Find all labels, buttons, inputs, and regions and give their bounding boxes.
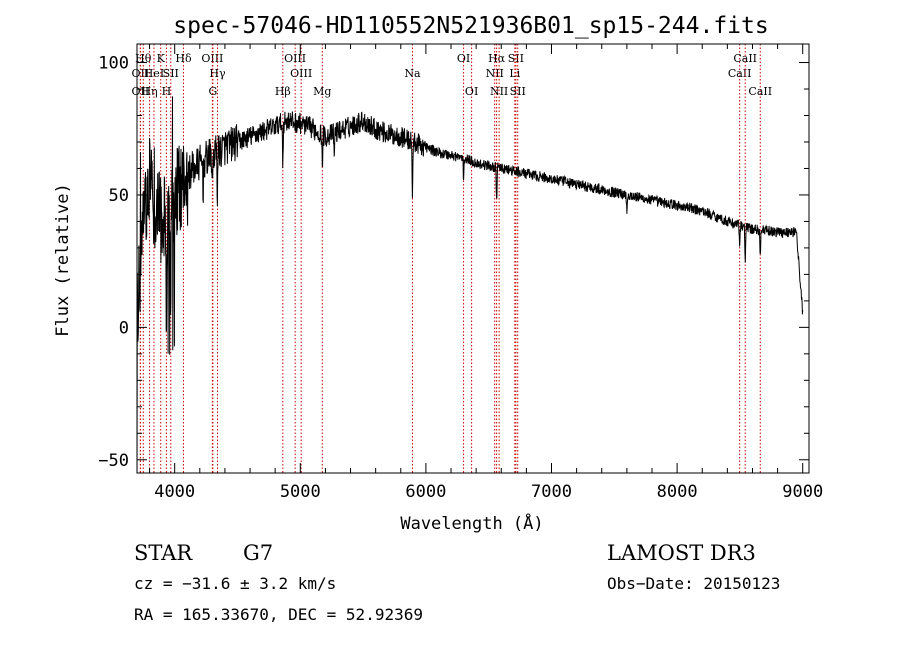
axis-ticks xyxy=(137,44,809,473)
x-tick-label: 9000 xyxy=(782,482,823,502)
obs-date: Obs−Date: 20150123 xyxy=(607,574,780,593)
line-marker-label: G xyxy=(208,85,217,98)
line-marker-label: HeI xyxy=(144,67,164,80)
line-marker-label: OI xyxy=(457,52,470,65)
line-marker-label: Na xyxy=(404,67,421,80)
x-axis-label: Wavelength (Å) xyxy=(400,512,543,534)
y-axis-label: Flux (relative) xyxy=(53,183,73,337)
line-marker-label: Li xyxy=(509,67,520,80)
line-marker-label: Hη xyxy=(141,85,157,98)
line-marker-label: OII xyxy=(132,85,150,98)
line-marker-label: NII xyxy=(490,85,508,98)
line-marker-label: NII xyxy=(486,67,504,80)
y-tick-label: 0 xyxy=(119,318,129,338)
line-marker-label: Hδ xyxy=(175,52,192,65)
chart-title: spec-57046-HD110552N521936B01_sp15-244.f… xyxy=(173,13,768,39)
line-marker-label: Hθ xyxy=(135,52,152,65)
y-tick-label: 50 xyxy=(109,186,129,206)
line-marker-label: CaII xyxy=(733,52,757,65)
line-marker-label: SII xyxy=(510,85,526,98)
line-marker-label: Hβ xyxy=(275,85,291,98)
line-marker-label: Mg xyxy=(313,85,331,98)
plot-frame xyxy=(136,43,810,474)
object-subclass: G7 xyxy=(243,541,273,565)
x-tick-label: 4000 xyxy=(154,482,195,502)
x-tick-label: 6000 xyxy=(405,482,446,502)
x-tick-label: 5000 xyxy=(280,482,321,502)
line-marker-label: OI xyxy=(465,85,478,98)
line-marker-label: OIII xyxy=(284,52,306,65)
line-marker-label: H xyxy=(162,85,172,98)
line-marker-label: Hγ xyxy=(209,67,226,80)
y-tick-label: −50 xyxy=(98,451,129,471)
x-tick-label: 7000 xyxy=(531,482,572,502)
line-marker-label: Hα xyxy=(488,52,506,65)
axis-tick-labels: 4000 5000 6000 7000 8000 9000 −50 0 50 100 xyxy=(98,54,823,502)
x-tick-label: 8000 xyxy=(657,482,698,502)
y-tick-label: 100 xyxy=(98,54,129,74)
line-marker-label: CaII xyxy=(748,85,772,98)
line-marker-label: K xyxy=(157,52,166,65)
line-marker-label: CaII xyxy=(728,67,752,80)
line-marker-label: SII xyxy=(508,52,524,65)
spectrum-line xyxy=(137,96,804,473)
object-class: STAR xyxy=(134,541,193,565)
redshift-value: cz = −31.6 ± 3.2 km/s xyxy=(134,574,336,593)
line-marker-label: SII xyxy=(163,67,179,80)
line-marker-label: OIII xyxy=(290,67,312,80)
coordinates: RA = 165.33670, DEC = 52.92369 xyxy=(134,605,423,624)
line-marker-label: OIII xyxy=(201,52,223,65)
survey-name: LAMOST DR3 xyxy=(607,541,756,565)
